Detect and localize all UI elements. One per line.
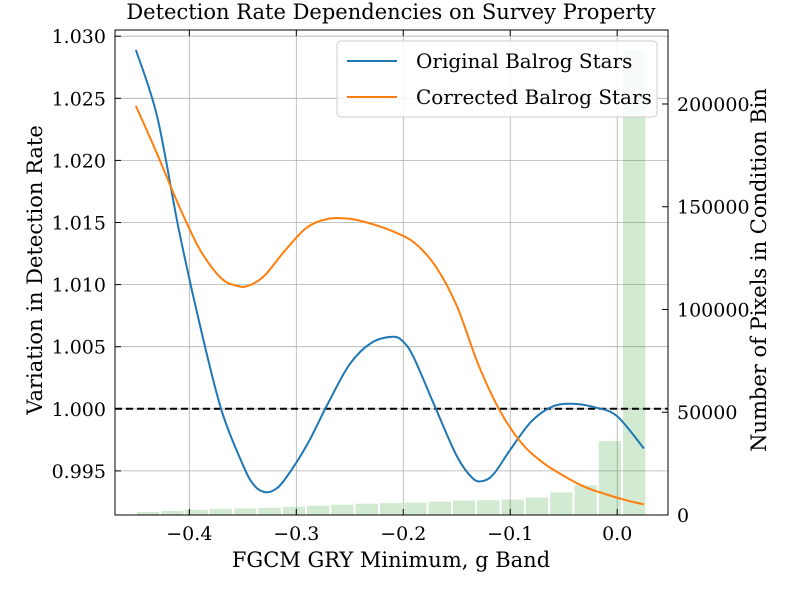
x-axis-title: FGCM GRY Minimum, g Band (232, 548, 550, 572)
histogram-bar (404, 502, 427, 515)
tick-layer: −0.4 −0.3 −0.2 −0.1 0.0 0.995 1.000 1.005 1.010 1… (52, 26, 750, 545)
histogram-bar (550, 492, 573, 515)
y2-tick-label: 50000 (677, 402, 737, 424)
histogram-bar (623, 50, 646, 516)
x-tick-label: −0.3 (273, 523, 319, 545)
x-tick-label: −0.2 (380, 523, 426, 545)
histogram-bar (379, 503, 403, 515)
y-tick-label: 1.030 (52, 26, 106, 48)
histogram-bar (428, 501, 451, 515)
y2-tick-label: 200000 (677, 94, 750, 116)
legend-label-0: Original Balrog Stars (416, 49, 632, 73)
histogram-bar (477, 500, 500, 515)
y2-tick-label: 100000 (677, 299, 750, 321)
y-tick-label: 1.015 (52, 213, 106, 235)
chart-title: Detection Rate Dependencies on Survey Pr… (126, 0, 655, 24)
y-tick-label: 1.010 (52, 275, 106, 297)
histogram-bar (258, 507, 281, 515)
histogram-bar (574, 485, 597, 515)
series-line-0 (134, 49, 645, 494)
legend-box (336, 40, 658, 118)
legend-label-1: Corrected Balrog Stars (416, 85, 652, 109)
y-tick-label: 0.995 (52, 461, 106, 483)
histogram-bar (234, 508, 257, 515)
legend: Original Balrog Stars Corrected Balrog St… (336, 40, 658, 118)
plot-frame (114, 29, 669, 516)
y2-tick-label: 0 (677, 505, 689, 527)
x-tick-label: 0.0 (602, 523, 632, 545)
histogram-layer (136, 50, 646, 516)
histogram-bar (209, 508, 233, 515)
series-layer (134, 49, 645, 506)
y-tick-label: 1.005 (52, 337, 106, 359)
histogram-bar (161, 510, 184, 515)
y-tick-label: 1.020 (52, 150, 106, 172)
y-tick-label: 1.025 (52, 88, 106, 110)
histogram-bar (331, 504, 354, 515)
histogram-bar (525, 497, 549, 515)
y-tick-label: 1.000 (52, 399, 106, 421)
histogram-bar (185, 509, 208, 515)
y2-axis-title: Number of Pixels in Condition Bin (747, 88, 771, 452)
histogram-bar (307, 505, 330, 515)
histogram-bar (282, 506, 306, 515)
histogram-bar (136, 511, 160, 515)
y-axis-title: Variation in Detection Rate (23, 125, 47, 416)
histogram-bar (355, 503, 378, 515)
series-line-1 (134, 105, 645, 506)
y2-tick-label: 150000 (677, 197, 750, 219)
histogram-bar (501, 499, 524, 515)
histogram-bar (598, 441, 622, 515)
x-tick-label: −0.1 (487, 523, 533, 545)
x-tick-label: −0.4 (166, 523, 212, 545)
histogram-bar (452, 500, 476, 515)
